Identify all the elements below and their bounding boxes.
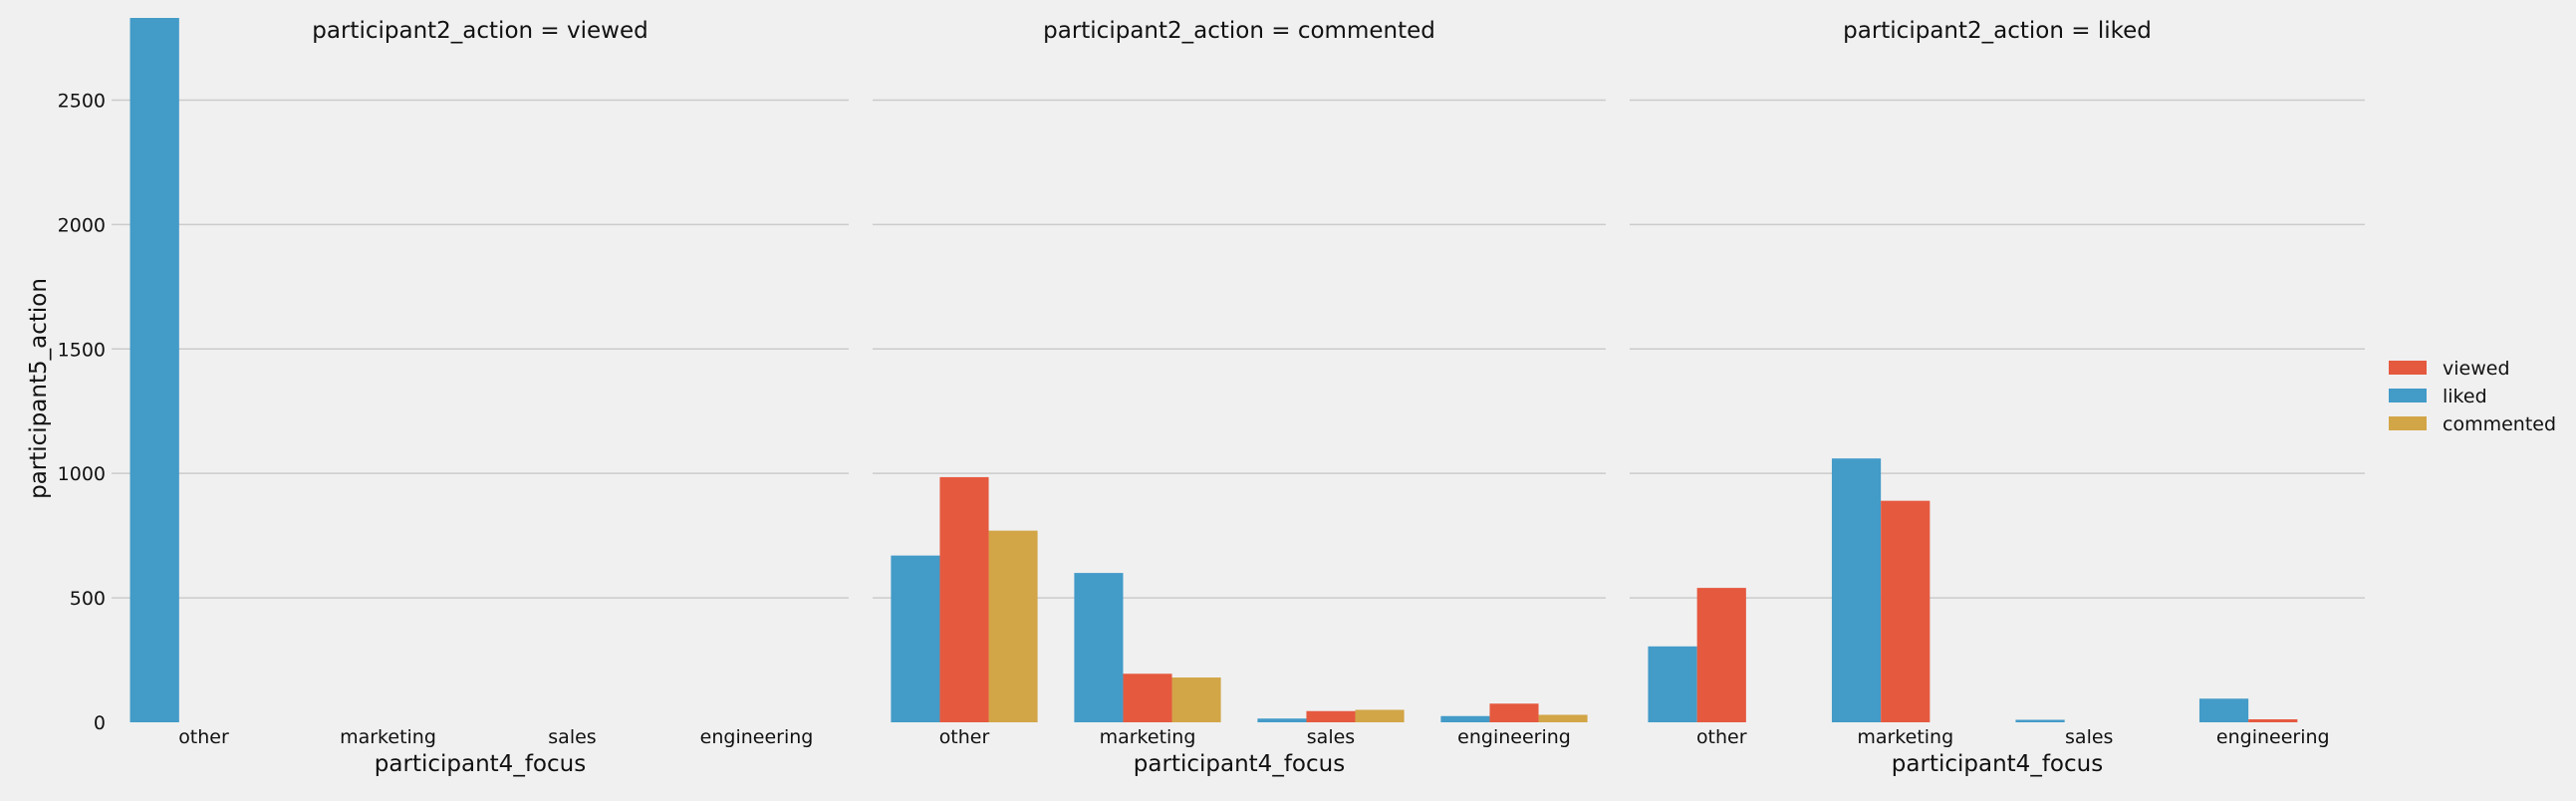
x-tick-label: marketing [1100, 726, 1196, 748]
bar-liked-marketing [1074, 573, 1124, 722]
bar-liked-marketing [1831, 458, 1882, 722]
y-tick-label: 2500 [58, 90, 106, 112]
bar-viewed-other [1696, 588, 1746, 722]
x-tick-label: sales [2065, 726, 2113, 748]
bar-liked-sales [2015, 719, 2065, 722]
bar-viewed-sales [1306, 710, 1356, 722]
bar-viewed-marketing [1123, 673, 1172, 722]
x-tick-label: other [939, 726, 990, 748]
y-tick-label: 1000 [58, 463, 106, 485]
legend-swatch-commented [2389, 416, 2427, 430]
bar-liked-engineering [2198, 698, 2249, 722]
bar-commented-marketing [1171, 677, 1221, 722]
y-axis-label: participant5_action [26, 278, 52, 499]
y-tick-label: 1500 [58, 339, 106, 361]
x-tick-label: engineering [1457, 726, 1571, 748]
y-tick-label: 500 [70, 588, 106, 610]
legend-label-liked: liked [2443, 386, 2487, 407]
bar-commented-other [988, 530, 1038, 722]
x-tick-label: marketing [340, 726, 436, 748]
x-tick-label: sales [1307, 726, 1355, 748]
x-tick-label: other [178, 726, 229, 748]
x-tick-label: engineering [700, 726, 814, 748]
legend-label-viewed: viewed [2443, 358, 2510, 380]
x-axis-label: participant4_focus [375, 751, 586, 777]
bar-viewed-marketing [1881, 500, 1931, 722]
x-tick-label: other [1696, 726, 1747, 748]
facet-title: participant2_action = viewed [312, 18, 647, 44]
bar-viewed-engineering [2248, 719, 2298, 722]
y-tick-label: 0 [94, 712, 106, 734]
bar-viewed-other [939, 476, 989, 722]
x-tick-label: engineering [2216, 726, 2330, 748]
bar-commented-engineering [1538, 714, 1588, 722]
x-tick-label: sales [548, 726, 596, 748]
x-axis-label: participant4_focus [1892, 751, 2103, 777]
y-tick-label: 2000 [58, 214, 106, 236]
bar-commented-sales [1355, 709, 1405, 722]
legend-swatch-liked [2389, 389, 2427, 402]
bar-liked-other [891, 555, 940, 722]
bar-liked-sales [1257, 718, 1307, 722]
facet-title: participant2_action = commented [1043, 18, 1435, 44]
bar-liked-engineering [1440, 715, 1490, 722]
legend-swatch-viewed [2389, 361, 2427, 375]
bar-liked-other [129, 18, 179, 722]
x-axis-label: participant4_focus [1134, 751, 1345, 777]
x-tick-label: marketing [1857, 726, 1953, 748]
bar-liked-other [1648, 646, 1697, 722]
bar-viewed-engineering [1489, 703, 1539, 722]
legend-label-commented: commented [2443, 413, 2556, 435]
facet-title: participant2_action = liked [1843, 18, 2152, 44]
